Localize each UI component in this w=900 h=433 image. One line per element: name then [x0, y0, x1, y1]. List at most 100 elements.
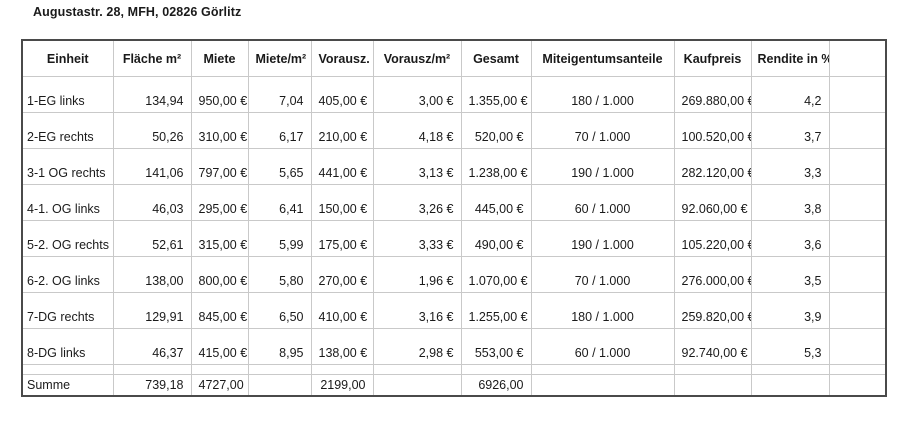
cell-flaeche[interactable]: 52,61 [113, 220, 192, 257]
cell-einheit[interactable]: 3-1 OG rechts [22, 148, 114, 185]
cell-einheit[interactable]: 5-2. OG rechts [22, 220, 114, 257]
cell-vorausz[interactable]: 405,00 € [311, 76, 374, 113]
cell-rendite[interactable]: 3,8 [751, 184, 830, 221]
cell-miteigentumsanteile[interactable]: 180 / 1.000 [531, 292, 675, 329]
cell-kaufpreis[interactable]: 92.060,00 € [674, 184, 752, 221]
cell-flaeche[interactable]: 46,03 [113, 184, 192, 221]
cell-kaufpreis[interactable]: 105.220,00 € [674, 220, 752, 257]
cell-flaeche[interactable]: 138,00 [113, 256, 192, 293]
cell-kaufpreis[interactable]: 276.000,00 € [674, 256, 752, 293]
cell-vorausz[interactable]: 138,00 € [311, 328, 374, 365]
cell-vorausz[interactable]: 150,00 € [311, 184, 374, 221]
cell-miete-m2[interactable]: 5,99 [248, 220, 312, 257]
table-row[interactable]: 7-DG rechts 129,91 845,00 € 6,50 410,00 … [22, 292, 886, 329]
cell-miteigentumsanteile[interactable]: 190 / 1.000 [531, 148, 675, 185]
cell-miete-m2[interactable]: 8,95 [248, 328, 312, 365]
cell-gesamt[interactable]: 553,00 € [461, 328, 532, 365]
cell-vorausz-m2[interactable]: 3,00 € [373, 76, 462, 113]
cell-vorausz[interactable]: 210,00 € [311, 112, 374, 149]
cell-total-miteigentumsanteile[interactable] [531, 374, 675, 396]
cell-miteigentumsanteile[interactable]: 60 / 1.000 [531, 328, 675, 365]
column-header-vorausz[interactable]: Vorausz. [311, 40, 374, 77]
cell-rendite[interactable]: 3,3 [751, 148, 830, 185]
column-header-flaeche[interactable]: Fläche m² [113, 40, 192, 77]
cell-miete-m2[interactable]: 6,17 [248, 112, 312, 149]
table-row[interactable]: 3-1 OG rechts 141,06 797,00 € 5,65 441,0… [22, 148, 886, 185]
cell-miteigentumsanteile[interactable]: 70 / 1.000 [531, 112, 675, 149]
cell-flaeche[interactable]: 141,06 [113, 148, 192, 185]
table-row[interactable]: 2-EG rechts 50,26 310,00 € 6,17 210,00 €… [22, 112, 886, 149]
cell-vorausz-m2[interactable]: 4,18 € [373, 112, 462, 149]
cell-einheit[interactable]: 4-1. OG links [22, 184, 114, 221]
cell-miete-m2[interactable]: 5,80 [248, 256, 312, 293]
cell-miteigentumsanteile[interactable]: 180 / 1.000 [531, 76, 675, 113]
column-header-rendite[interactable]: Rendite in % [751, 40, 830, 77]
cell-miete[interactable]: 797,00 € [191, 148, 249, 185]
cell-gesamt[interactable]: 1.070,00 € [461, 256, 532, 293]
cell-vorausz-m2[interactable]: 3,16 € [373, 292, 462, 329]
table-row[interactable]: 1-EG links 134,94 950,00 € 7,04 405,00 €… [22, 76, 886, 113]
cell-vorausz[interactable]: 441,00 € [311, 148, 374, 185]
cell-vorausz-m2[interactable]: 3,33 € [373, 220, 462, 257]
table-row[interactable]: 5-2. OG rechts 52,61 315,00 € 5,99 175,0… [22, 220, 886, 257]
cell-miete[interactable]: 415,00 € [191, 328, 249, 365]
cell-kaufpreis[interactable]: 282.120,00 € [674, 148, 752, 185]
cell-miete[interactable]: 845,00 € [191, 292, 249, 329]
cell-total-vorausz[interactable]: 2199,00 [311, 374, 374, 396]
cell-miteigentumsanteile[interactable]: 190 / 1.000 [531, 220, 675, 257]
cell-rendite[interactable]: 3,7 [751, 112, 830, 149]
cell-gesamt[interactable]: 1.255,00 € [461, 292, 532, 329]
cell-flaeche[interactable]: 134,94 [113, 76, 192, 113]
cell-kaufpreis[interactable]: 269.880,00 € [674, 76, 752, 113]
cell-einheit[interactable]: 1-EG links [22, 76, 114, 113]
cell-rendite[interactable]: 3,6 [751, 220, 830, 257]
cell-einheit[interactable]: 6-2. OG links [22, 256, 114, 293]
cell-flaeche[interactable]: 50,26 [113, 112, 192, 149]
cell-miteigentumsanteile[interactable]: 60 / 1.000 [531, 184, 675, 221]
cell-blank[interactable] [829, 256, 886, 293]
cell-vorausz-m2[interactable]: 3,13 € [373, 148, 462, 185]
cell-total-miete[interactable]: 4727,00 [191, 374, 249, 396]
cell-miete[interactable]: 950,00 € [191, 76, 249, 113]
cell-miete[interactable]: 800,00 € [191, 256, 249, 293]
cell-einheit[interactable]: 2-EG rechts [22, 112, 114, 149]
cell-total-label[interactable]: Summe [22, 374, 114, 396]
table-row[interactable]: 6-2. OG links 138,00 800,00 € 5,80 270,0… [22, 256, 886, 293]
column-header-miteigentumsanteile[interactable]: Miteigentumsanteile [531, 40, 675, 77]
cell-vorausz-m2[interactable]: 2,98 € [373, 328, 462, 365]
cell-gesamt[interactable]: 445,00 € [461, 184, 532, 221]
cell-gesamt[interactable]: 520,00 € [461, 112, 532, 149]
cell-gesamt[interactable]: 1.238,00 € [461, 148, 532, 185]
cell-gesamt[interactable]: 490,00 € [461, 220, 532, 257]
cell-total-miete-m2[interactable] [248, 374, 312, 396]
cell-blank[interactable] [829, 112, 886, 149]
cell-total-vorausz-m2[interactable] [373, 374, 462, 396]
column-header-miete[interactable]: Miete [191, 40, 249, 77]
cell-blank[interactable] [829, 148, 886, 185]
cell-kaufpreis[interactable]: 100.520,00 € [674, 112, 752, 149]
table-row[interactable]: 4-1. OG links 46,03 295,00 € 6,41 150,00… [22, 184, 886, 221]
column-header-miete-m2[interactable]: Miete/m² [248, 40, 312, 77]
cell-rendite[interactable]: 3,5 [751, 256, 830, 293]
cell-rendite[interactable]: 4,2 [751, 76, 830, 113]
cell-miete-m2[interactable]: 6,50 [248, 292, 312, 329]
cell-total-gesamt[interactable]: 6926,00 [461, 374, 532, 396]
cell-rendite[interactable]: 5,3 [751, 328, 830, 365]
cell-rendite[interactable]: 3,9 [751, 292, 830, 329]
column-header-einheit[interactable]: Einheit [22, 40, 114, 77]
cell-miete[interactable]: 310,00 € [191, 112, 249, 149]
cell-vorausz[interactable]: 410,00 € [311, 292, 374, 329]
cell-vorausz[interactable]: 270,00 € [311, 256, 374, 293]
column-header-kaufpreis[interactable]: Kaufpreis [674, 40, 752, 77]
cell-total-rendite[interactable] [751, 374, 830, 396]
cell-blank[interactable] [829, 328, 886, 365]
cell-total-blank[interactable] [829, 374, 886, 396]
cell-miete-m2[interactable]: 7,04 [248, 76, 312, 113]
cell-miete[interactable]: 295,00 € [191, 184, 249, 221]
cell-blank[interactable] [829, 292, 886, 329]
cell-miete-m2[interactable]: 5,65 [248, 148, 312, 185]
cell-flaeche[interactable]: 46,37 [113, 328, 192, 365]
table-total-row[interactable]: Summe 739,18 4727,00 2199,00 6926,00 [22, 374, 886, 396]
cell-blank[interactable] [829, 220, 886, 257]
cell-total-kaufpreis[interactable] [674, 374, 752, 396]
